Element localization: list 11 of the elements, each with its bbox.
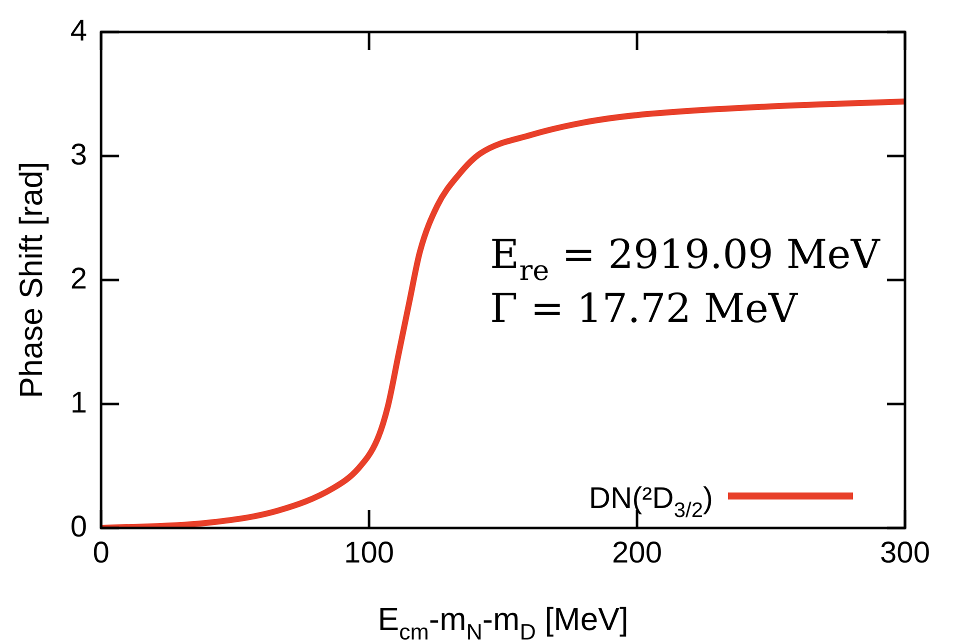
y-tick-label: 0 (70, 510, 88, 544)
y-axis-title: Phase Shift [rad] (13, 162, 50, 398)
y-tick-label: 3 (70, 138, 88, 172)
annotation: Γ = 17.72 MeV (490, 286, 799, 332)
y-tick-label: 2 (70, 262, 88, 296)
x-tick-label: 100 (344, 536, 394, 570)
x-tick-label: 300 (880, 536, 930, 570)
y-tick-label: 1 (70, 386, 88, 420)
y-tick-label: 4 (70, 14, 88, 48)
x-tick-label: 0 (92, 536, 110, 570)
x-tick-label: 200 (612, 536, 662, 570)
